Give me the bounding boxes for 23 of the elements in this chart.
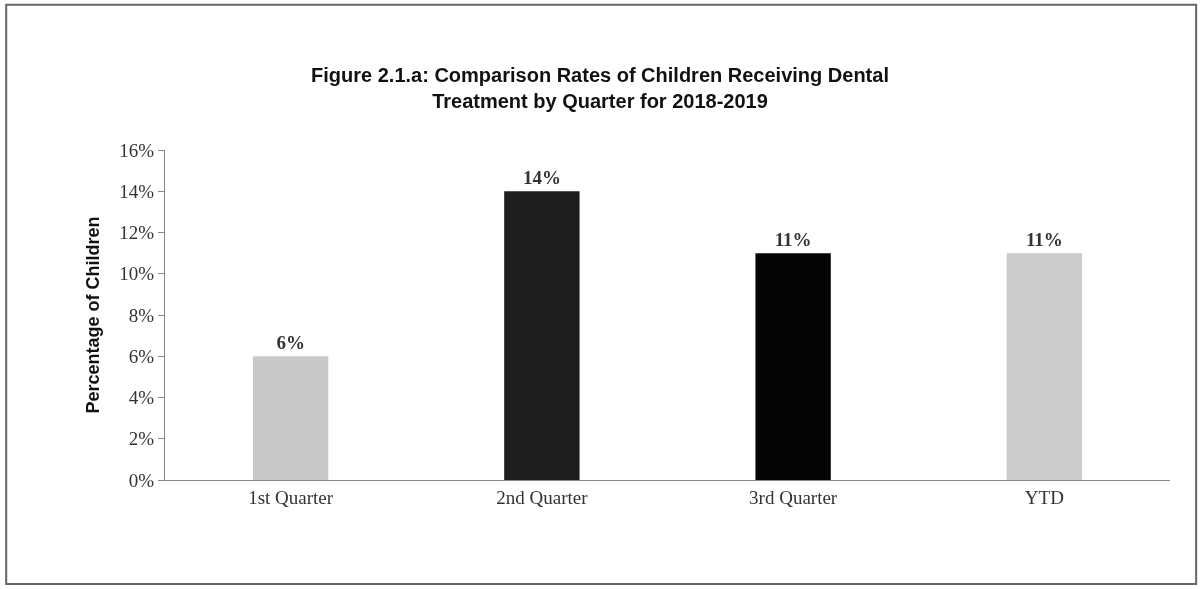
y-tick-label: 4% [128, 387, 155, 409]
y-axis-title: Percentage of Children [82, 216, 103, 414]
x-tick-label: 3rd Quarter [749, 486, 838, 508]
y-tick-label: 2% [128, 428, 155, 450]
data-label: 11% [774, 229, 812, 251]
bar [755, 253, 831, 480]
x-tick-label: 1st Quarter [248, 486, 334, 508]
y-tick-label: 16% [119, 139, 155, 161]
y-tick-label: 8% [128, 304, 155, 326]
y-tick-label: 10% [119, 263, 155, 285]
x-tick-label: 2nd Quarter [496, 486, 589, 508]
y-tick-label: 12% [119, 222, 155, 244]
bar [1006, 253, 1083, 480]
chart-title: Figure 2.1.a: Comparison Rates of Children Receiving Dental Treatment by Quarter for 2018-2019 [311, 64, 889, 113]
y-tick-label: 6% [128, 345, 155, 367]
y-tick-label: 14% [119, 180, 155, 202]
bar [504, 191, 580, 480]
data-label: 14% [522, 167, 561, 189]
data-label: 11% [1025, 229, 1063, 251]
x-tick-label: YTD [1024, 486, 1064, 508]
bar [252, 356, 329, 480]
data-label: 6% [276, 332, 305, 354]
y-tick-label: 0% [128, 469, 155, 491]
